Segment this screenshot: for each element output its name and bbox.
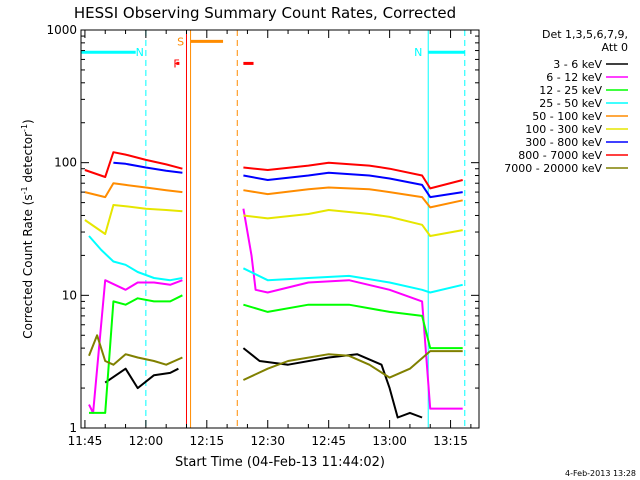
instrument-markers: N N SF: [81, 30, 466, 428]
y-tick-label-0: 1: [69, 421, 77, 435]
legend-header-detectors: Det 1,3,5,6,7,9,: [542, 28, 628, 41]
series-8-line-1: [242, 350, 463, 381]
series-5-line-0: [84, 204, 183, 235]
marker-s-2-label: S: [177, 35, 184, 48]
plot-frame: [80, 29, 480, 429]
axes: 11:45 12:00 12:15 12:30 12:45 13:00 13:15 1 10 10…: [46, 23, 480, 448]
legend-label-5: 100 - 300 keV: [525, 123, 602, 136]
footer-date: 4-Feb-2013 13:28: [565, 469, 636, 478]
y-tick-label-2: 100: [54, 156, 77, 170]
series-8-line-0: [88, 334, 183, 366]
x-tick-label-5: 13:00: [372, 434, 407, 448]
y-axis-label-sup1: -1: [20, 186, 29, 194]
y-axis-label-main: Corrected Count Rate (s: [21, 194, 35, 338]
series-1-line-0: [88, 279, 183, 414]
x-tick-label-3: 12:30: [250, 434, 285, 448]
y-axis-label-sup2: -1: [20, 124, 29, 132]
y-tick-label-1: 10: [62, 288, 77, 302]
x-axis-label: Start Time (04-Feb-13 11:44:02): [175, 455, 385, 470]
series-4-line-1: [243, 186, 463, 209]
legend-label-8: 7000 - 20000 keV: [504, 162, 602, 175]
y-axis-label-mid: detector: [21, 132, 35, 187]
legend-label-7: 800 - 7000 keV: [518, 149, 602, 162]
legend-label-4: 50 - 100 keV: [532, 110, 602, 123]
legend-label-3: 25 - 50 keV: [539, 97, 602, 110]
x-tick-label-0: 11:45: [68, 434, 103, 448]
series-3-line-0: [88, 235, 183, 282]
y-axis-label-end: ): [21, 119, 35, 124]
x-tick-label-6: 13:15: [433, 434, 468, 448]
x-tick-label-2: 12:15: [190, 434, 225, 448]
series-7-line-0: [84, 151, 183, 178]
x-tick-label-1: 12:00: [129, 434, 164, 448]
legend-label-2: 12 - 25 keV: [539, 84, 602, 97]
legend-label-6: 300 - 800 keV: [525, 136, 602, 149]
series-7-line-1: [243, 161, 463, 190]
marker-n-1-label: N: [414, 46, 422, 59]
series-6-line-1: [243, 171, 463, 199]
x-tick-label-4: 12:45: [311, 434, 346, 448]
marker-n-0-label: N: [136, 46, 144, 59]
y-axis-label: Corrected Count Rate (s-1 detector-1): [20, 119, 35, 338]
series-0-line-0: [104, 367, 179, 390]
series-0-line-1: [242, 347, 423, 419]
series-2-line-1: [243, 303, 463, 350]
legend-header-attenuator: Att 0: [602, 41, 628, 54]
y-tick-label-3: 1000: [46, 23, 77, 37]
marker-f-3-label: F: [173, 57, 179, 70]
legend-label-1: 6 - 12 keV: [546, 71, 602, 84]
series-2-line-0: [89, 294, 183, 414]
data-series: [84, 151, 463, 419]
plot-area: [80, 29, 480, 429]
series-4-line-0: [84, 182, 183, 199]
series-5-line-1: [243, 209, 463, 237]
chart-title: HESSI Observing Summary Count Rates, Cor…: [74, 4, 456, 22]
series-3-line-1: [242, 267, 463, 294]
legend-label-0: 3 - 6 keV: [553, 58, 602, 71]
series-6-line-0: [113, 161, 183, 174]
